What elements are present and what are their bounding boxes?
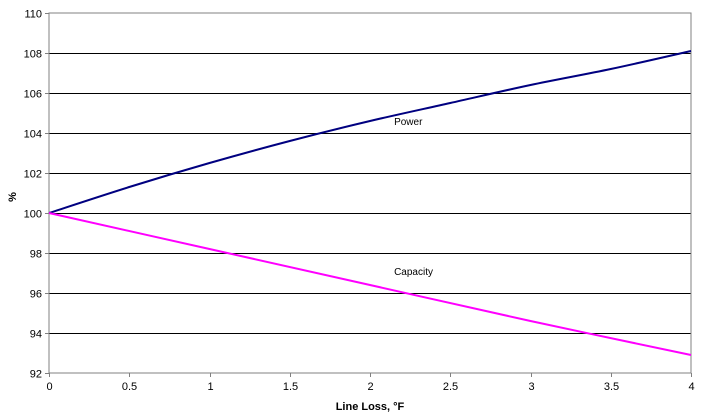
x-tick-label: 2.5 — [443, 381, 458, 393]
y-tick-label: 94 — [30, 329, 42, 341]
y-tick-label: 110 — [24, 9, 42, 21]
x-tick-label: 1.5 — [283, 381, 298, 393]
series-line-capacity — [48, 212, 692, 356]
axes: 92 94 96 98 100 102 104 106 108 110 0 0.5 1 1.5 2 2.5 3 3… — [24, 9, 695, 394]
x-tick-label: 4 — [688, 381, 694, 393]
grid-lines — [49, 53, 691, 334]
x-tick-label: 0.5 — [122, 381, 137, 393]
y-tick-label: 92 — [30, 369, 42, 381]
x-tick-label: 3.5 — [604, 381, 619, 393]
x-tick-label: 3 — [528, 381, 534, 393]
series-line-power — [48, 50, 692, 214]
y-tick-label: 102 — [24, 169, 42, 181]
y-tick-label: 104 — [24, 129, 42, 141]
series-label-capacity: Capacity — [394, 267, 433, 278]
y-tick-label: 98 — [30, 249, 42, 261]
y-tick-label: 108 — [24, 49, 42, 61]
x-tick-label: 2 — [367, 381, 373, 393]
y-tick-label: 100 — [24, 209, 42, 221]
y-axis-title: % — [7, 192, 19, 202]
y-tick-label: 106 — [24, 89, 42, 101]
y-tick-label: 96 — [30, 289, 42, 301]
labels: Power Capacity — [394, 117, 433, 278]
series-lines — [48, 50, 692, 356]
series-label-power: Power — [394, 117, 423, 128]
x-axis-title: Line Loss, °F — [336, 401, 405, 413]
x-tick-label: 1 — [207, 381, 213, 393]
plot-area — [49, 13, 691, 373]
x-tick-label: 0 — [46, 381, 52, 393]
